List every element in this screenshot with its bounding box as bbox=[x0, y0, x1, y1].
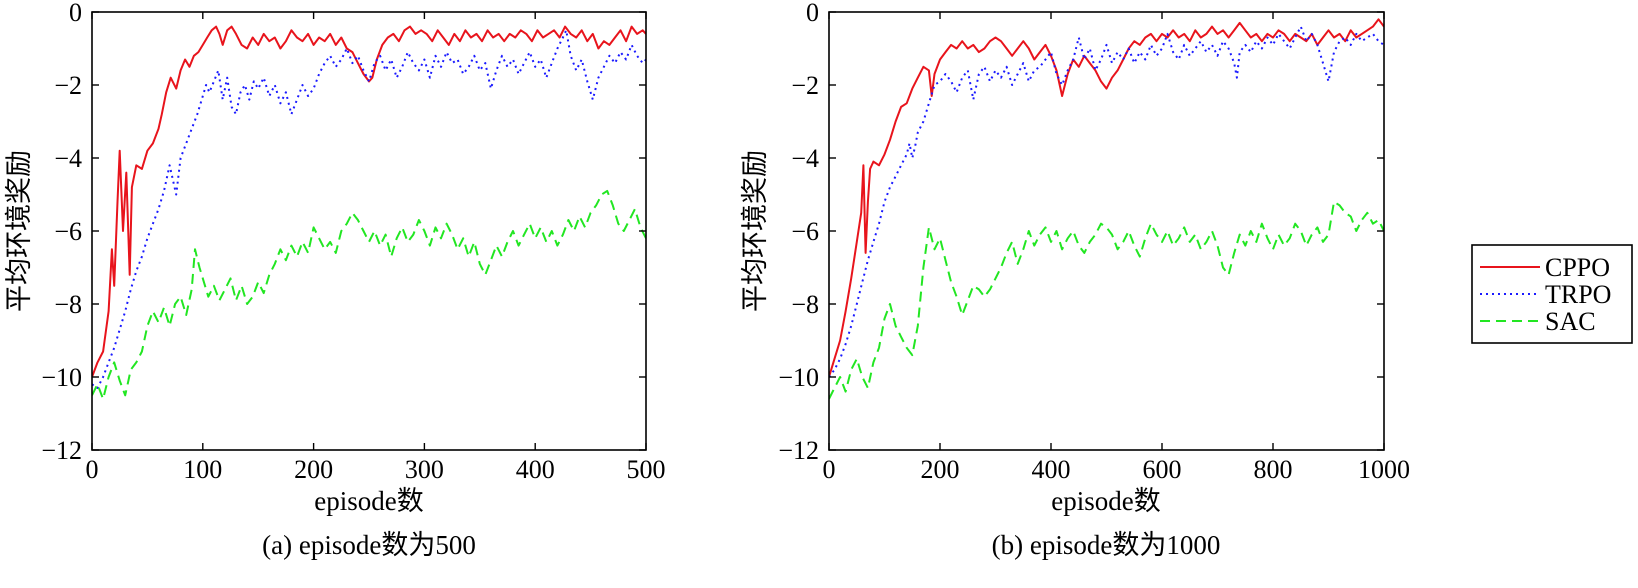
x-axis-title-b: episode数 bbox=[1051, 486, 1160, 516]
legend: CPPO TRPO SAC bbox=[1471, 244, 1633, 344]
legend-label-trpo: TRPO bbox=[1545, 280, 1611, 309]
y-tick-label-b: −4 bbox=[791, 144, 819, 173]
x-tick-label-a: 400 bbox=[516, 455, 555, 484]
series-trpo-line-b bbox=[829, 25, 1384, 378]
panel-a: 0 100 200 300 400 500 0 −2 −4 −6 −8 −10 −12 episode数 平… bbox=[4, 0, 666, 560]
y-tick-label-b: −12 bbox=[778, 436, 819, 465]
caption-a: (a) episode数为500 bbox=[262, 530, 476, 560]
y-tick-label-a: −4 bbox=[54, 144, 82, 173]
y-tick-label-a: 0 bbox=[69, 0, 82, 27]
series-sac-line-a bbox=[92, 189, 646, 400]
y-tick-label-b: −6 bbox=[791, 217, 819, 246]
legend-label-cppo: CPPO bbox=[1545, 253, 1610, 282]
legend-label-sac: SAC bbox=[1545, 307, 1596, 336]
y-tick-label-b: −8 bbox=[791, 290, 819, 319]
x-tick-label-a: 100 bbox=[183, 455, 222, 484]
y-tick-label-b: 0 bbox=[806, 0, 819, 27]
x-tick-label-b: 800 bbox=[1254, 455, 1293, 484]
x-tick-label-a: 300 bbox=[405, 455, 444, 484]
y-axis-title-a: 平均环境奖励 bbox=[4, 150, 34, 312]
y-tick-label-a: −2 bbox=[54, 71, 82, 100]
caption-b: (b) episode数为1000 bbox=[992, 530, 1221, 560]
axes-frame-a bbox=[91, 11, 647, 451]
y-axis-title-b: 平均环境奖励 bbox=[740, 150, 770, 312]
x-tick-label-b: 0 bbox=[823, 455, 836, 484]
series-sac-line-b bbox=[829, 200, 1384, 400]
x-tick-label-b: 1000 bbox=[1358, 455, 1410, 484]
x-tick-label-b: 200 bbox=[921, 455, 960, 484]
plot-area-b bbox=[829, 18, 1384, 400]
plot-area-a bbox=[92, 25, 646, 400]
x-tick-label-b: 400 bbox=[1032, 455, 1071, 484]
y-tick-label-b: −2 bbox=[791, 71, 819, 100]
y-tick-label-a: −6 bbox=[54, 217, 82, 246]
axes-frame-b bbox=[828, 11, 1385, 451]
y-tick-label-a: −8 bbox=[54, 290, 82, 319]
series-cppo-line-a bbox=[92, 25, 646, 378]
y-tick-label-a: −12 bbox=[41, 436, 82, 465]
y-tick-label-b: −10 bbox=[778, 363, 819, 392]
panel-b: 0 200 400 600 800 1000 0 −2 −4 −6 −8 −10 −12 episode数… bbox=[740, 0, 1410, 560]
x-axis-title-a: episode数 bbox=[314, 486, 423, 516]
x-tick-label-a: 200 bbox=[294, 455, 333, 484]
y-tick-label-a: −10 bbox=[41, 363, 82, 392]
x-tick-label-b: 600 bbox=[1143, 455, 1182, 484]
series-cppo-line-b bbox=[829, 18, 1384, 378]
x-tick-label-a: 500 bbox=[627, 455, 666, 484]
series-trpo-line-a bbox=[92, 29, 646, 389]
x-tick-label-a: 0 bbox=[86, 455, 99, 484]
